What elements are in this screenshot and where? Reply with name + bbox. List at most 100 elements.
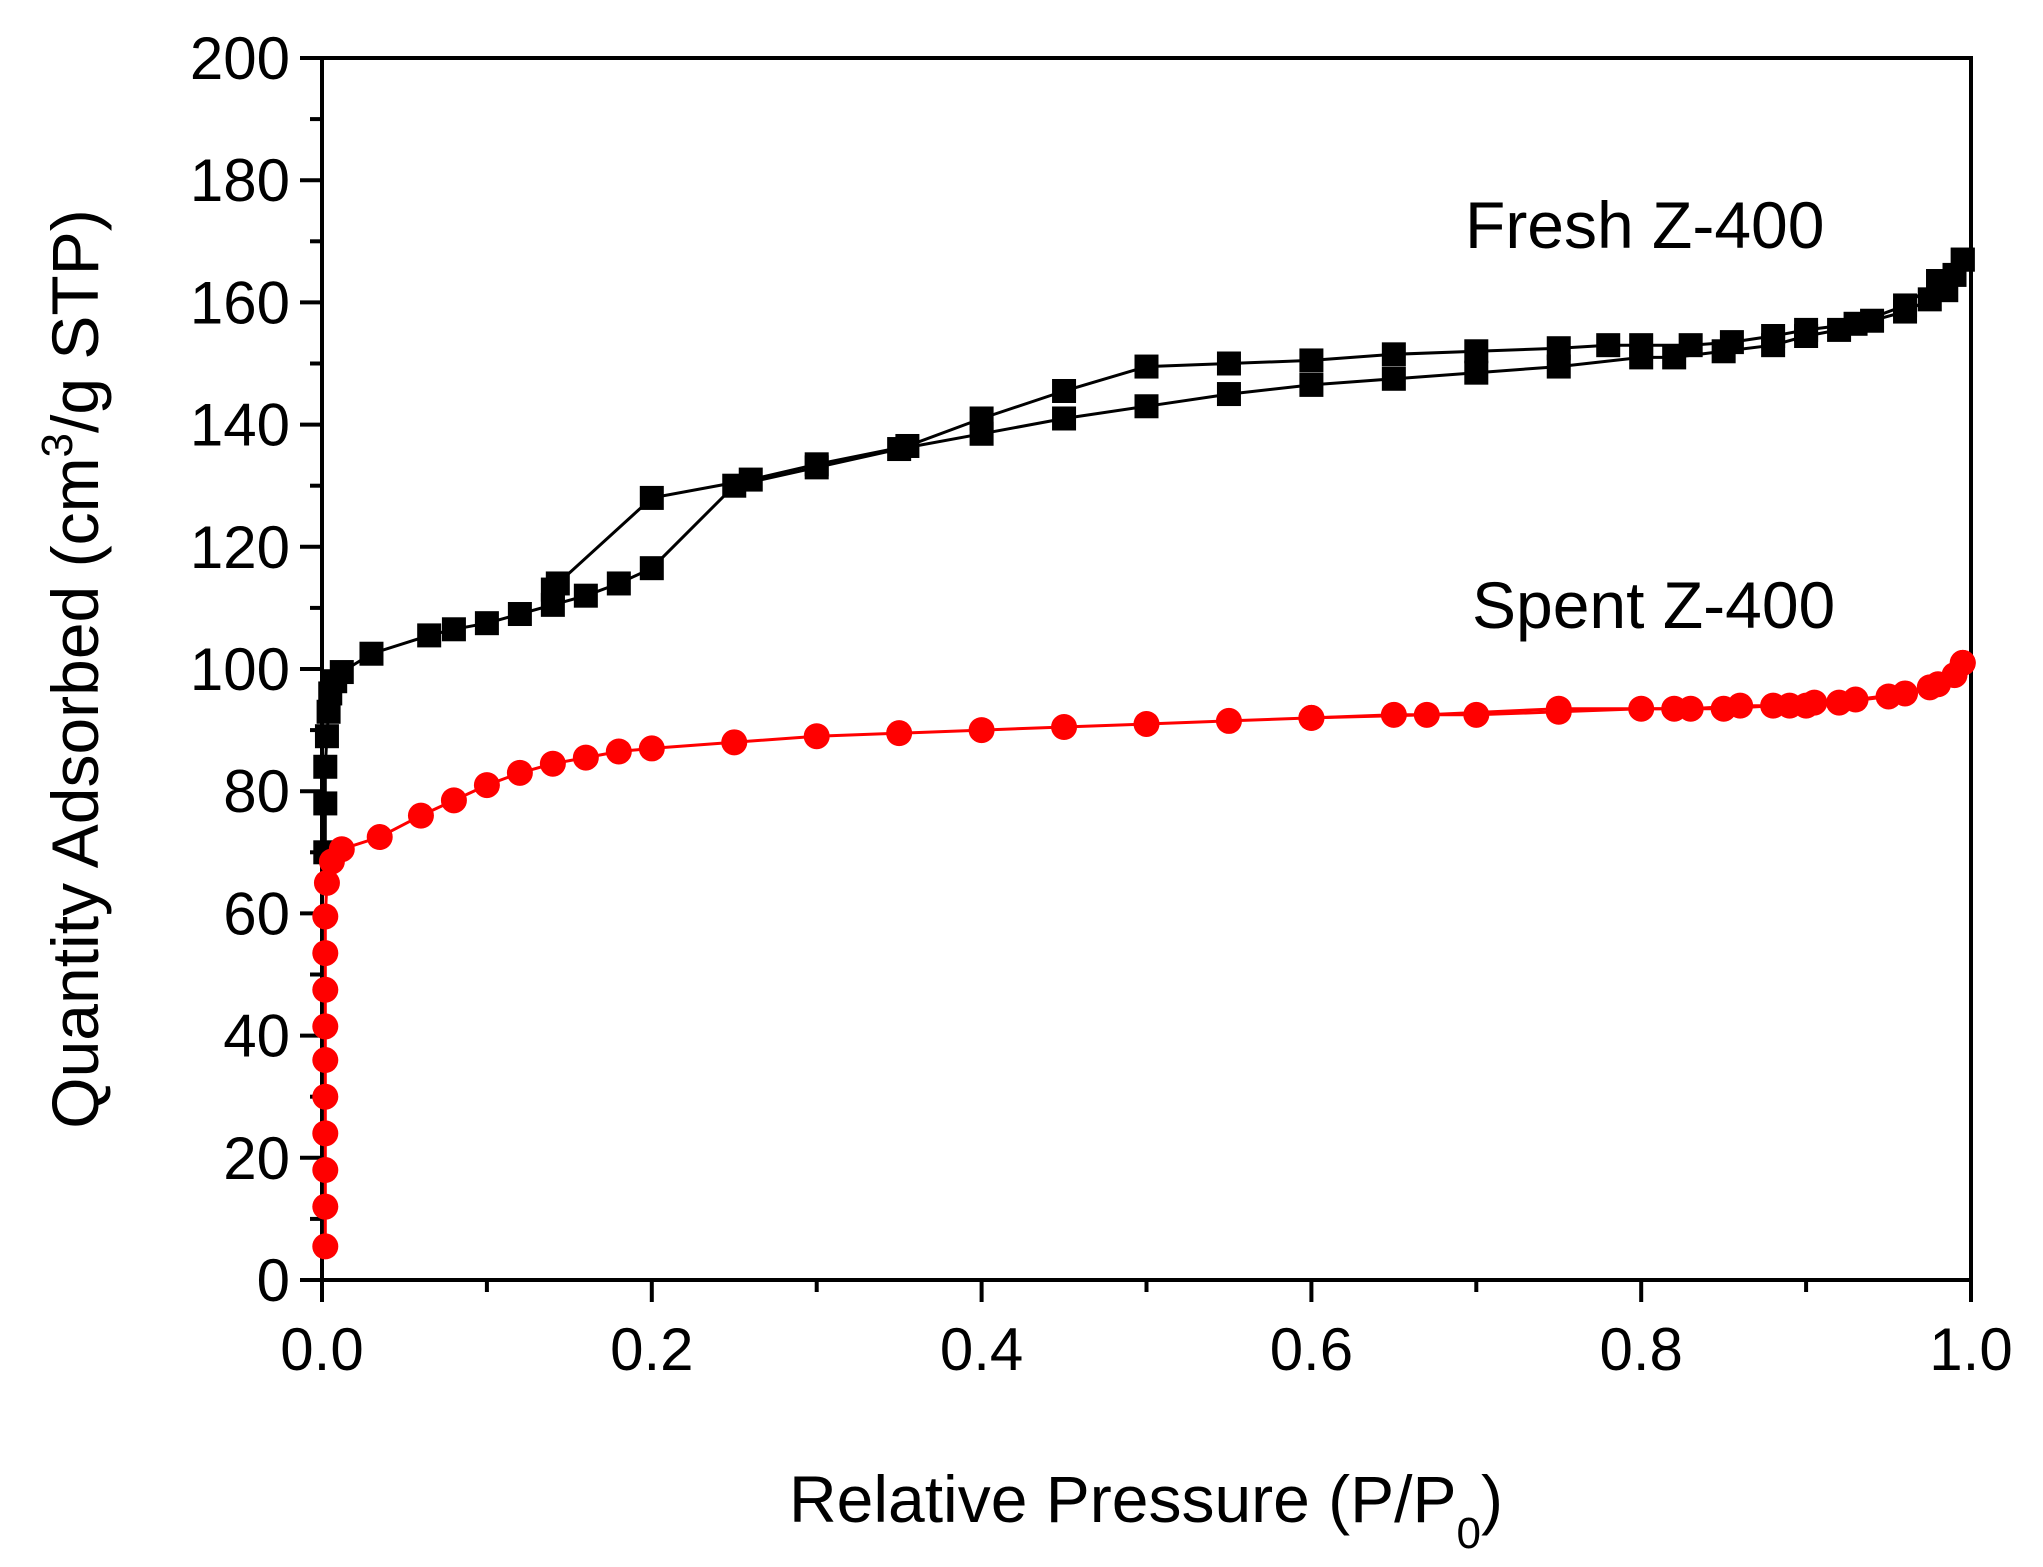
spent-z-400-adsorption-point: [1051, 714, 1078, 741]
spent-z-400-desorption-point: [1801, 689, 1828, 716]
spent-z-400-adsorption-point: [605, 738, 632, 765]
x-tick-label: 0.0: [280, 1316, 363, 1383]
spent-z-400-adsorption-point: [312, 1193, 339, 1220]
spent-z-400-desorption-point: [1842, 686, 1869, 713]
fresh-z-400-adsorption-point: [1052, 406, 1077, 431]
spent-z-400-desorption-point: [1727, 692, 1754, 719]
fresh-z-400-desorption-point: [1596, 333, 1621, 358]
fresh-z-400-desorption-point: [738, 467, 763, 492]
fresh-z-400-adsorption-point: [329, 660, 354, 685]
spent-z-400-adsorption-point: [313, 869, 340, 896]
fresh-z-400-desorption-point: [1546, 336, 1571, 361]
y-tick-label: 60: [223, 880, 290, 947]
series-layer: [312, 247, 1976, 1260]
spent-z-400-adsorption-point: [803, 723, 830, 750]
fresh-z-400-desorption-point: [1950, 247, 1975, 272]
fresh-z-400-desorption-point: [1893, 293, 1918, 318]
axis-ticks: [300, 56, 1973, 1302]
series-spent-z-400: [312, 649, 1976, 1260]
fresh-z-400-adsorption-point: [507, 602, 532, 627]
fresh-z-400-desorption-point: [1719, 330, 1744, 355]
fresh-z-400-adsorption-point: [313, 791, 338, 816]
spent-z-400-adsorption-point: [312, 940, 339, 967]
spent-z-400-desorption-line: [1311, 661, 1964, 720]
spent-z-400-adsorption-point: [473, 772, 500, 799]
spent-z-400-adsorption-point: [440, 787, 467, 814]
spent-z-400-adsorption-point: [721, 729, 748, 756]
spent-z-400-adsorption-point: [638, 735, 665, 762]
x-axis-title-subscript: 0: [1457, 1509, 1481, 1558]
y-tick-label: 200: [190, 25, 290, 92]
spent-z-400-adsorption-point: [968, 717, 995, 744]
fresh-z-400-adsorption-point: [1216, 382, 1241, 407]
spent-z-400-adsorption-point: [312, 1047, 339, 1074]
spent-z-400-desorption-point: [1776, 692, 1803, 719]
fresh-z-400-desorption-point: [1761, 324, 1786, 349]
fresh-z-400-adsorption-point: [441, 617, 466, 642]
fresh-z-400-adsorption-point: [313, 754, 338, 779]
fresh-z-400-adsorption-point: [417, 623, 442, 648]
spent-z-400-adsorption-point: [366, 824, 393, 851]
spent-z-400-adsorption-point: [1463, 701, 1490, 728]
x-tick-label: 0.6: [1270, 1316, 1353, 1383]
spent-z-400-adsorption-point: [312, 976, 339, 1003]
spent-z-400-adsorption-point: [312, 1083, 339, 1110]
fresh-z-400-adsorption-point: [474, 611, 499, 636]
fresh-z-400-desorption-point: [1216, 351, 1241, 376]
spent-z-400-desorption-point: [1298, 704, 1325, 731]
series-fresh-z-400: [313, 247, 1975, 865]
fresh-z-400-adsorption-point: [1134, 394, 1159, 419]
fresh-z-400-adsorption-point: [606, 571, 631, 596]
fresh-z-400-desorption-point: [969, 406, 994, 431]
spent-z-400-desorption-point: [1677, 695, 1704, 722]
spent-z-400-adsorption-point: [407, 802, 434, 829]
spent-z-400-adsorption-point: [539, 750, 566, 777]
fresh-z-400-desorption-point: [1678, 333, 1703, 358]
spent-z-400-adsorption-point: [572, 744, 599, 771]
y-tick-label: 40: [223, 1003, 290, 1070]
y-tick-label: 0: [257, 1247, 290, 1314]
fresh-z-400-desorption-point: [1843, 311, 1868, 336]
spent-z-400-desorption-point: [1949, 649, 1976, 676]
spent-z-400-adsorption-point: [312, 1013, 339, 1040]
spent-z-400-adsorption-point: [312, 903, 339, 930]
y-axis-title-main: Quantity Adsorbed (cm: [38, 457, 112, 1128]
x-axis-title: Relative Pressure (P/P0): [789, 1462, 1503, 1558]
y-tick-label: 140: [190, 392, 290, 459]
fresh-z-400-desorption-point: [1926, 269, 1951, 294]
spent-z-400-adsorption-line: [323, 662, 1965, 1247]
fresh-z-400-desorption-point: [1464, 339, 1489, 364]
x-tick-label: 0.4: [940, 1316, 1023, 1383]
fresh-z-400-adsorption-point: [1381, 366, 1406, 391]
fresh-z-400-desorption-point: [895, 433, 920, 458]
y-tick-label: 180: [190, 147, 290, 214]
y-tick-label: 160: [190, 269, 290, 336]
fresh-z-400-desorption-line: [551, 258, 1964, 591]
fresh-z-400-adsorption-point: [573, 583, 598, 608]
x-axis-title-end: ): [1481, 1462, 1503, 1536]
fresh-z-400-desorption-point: [1381, 342, 1406, 367]
annotation-spent: Spent Z-400: [1472, 568, 1835, 642]
fresh-z-400-adsorption-point: [639, 556, 664, 581]
fresh-z-400-desorption-point: [804, 452, 829, 477]
spent-z-400-adsorption-point: [312, 1157, 339, 1184]
y-tick-label: 20: [223, 1125, 290, 1192]
y-tick-label: 80: [223, 758, 290, 825]
fresh-z-400-desorption-point: [1299, 348, 1324, 373]
spent-z-400-desorption-point: [1545, 695, 1572, 722]
x-tick-label: 0.8: [1599, 1316, 1682, 1383]
x-tick-label: 1.0: [1929, 1316, 2012, 1383]
fresh-z-400-desorption-point: [540, 577, 565, 602]
spent-z-400-adsorption-point: [886, 720, 913, 747]
fresh-z-400-desorption-point: [1794, 317, 1819, 342]
fresh-z-400-desorption-point: [1629, 333, 1654, 358]
spent-z-400-desorption-point: [1925, 671, 1952, 698]
fresh-z-400-adsorption-point: [1464, 360, 1489, 385]
fresh-z-400-adsorption-point: [359, 641, 384, 666]
annotation-fresh: Fresh Z-400: [1465, 188, 1824, 262]
fresh-z-400-adsorption-point: [314, 724, 339, 749]
fresh-z-400-adsorption-point: [1299, 372, 1324, 397]
spent-z-400-adsorption-point: [312, 1233, 339, 1260]
y-axis-title-end: /g STP): [38, 209, 112, 433]
